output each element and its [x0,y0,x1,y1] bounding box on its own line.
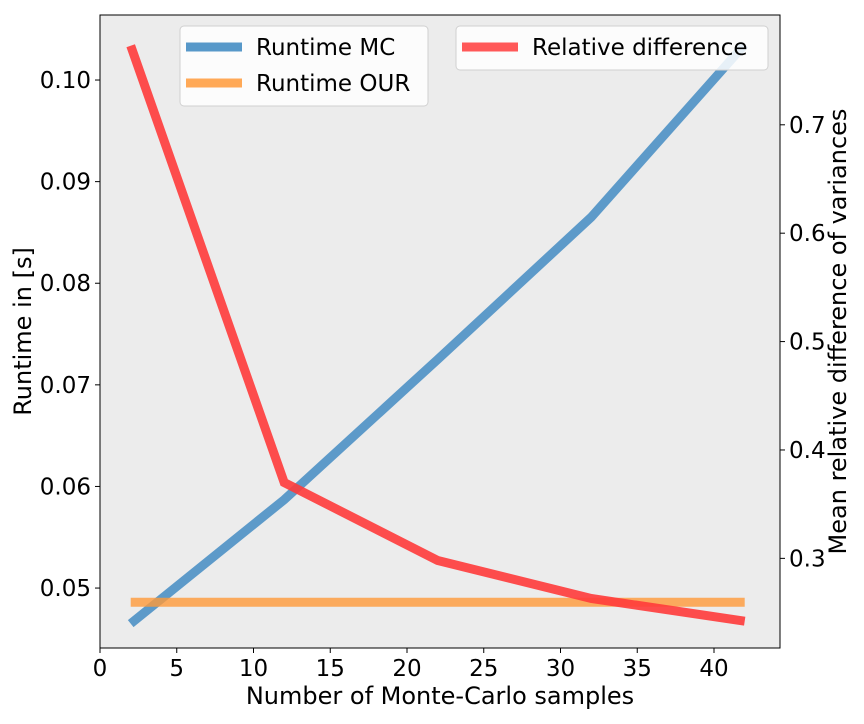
y2-tick-label-2: 0.5 [789,330,826,356]
legend-box-1 [455,25,769,71]
legend-layer: Runtime MC Runtime OUR Relative difference [179,25,769,107]
y-tick-label-1: 0.06 [40,474,91,500]
legend-label-1-0: Relative difference [532,35,748,61]
x-tick-label-6: 30 [546,656,575,682]
ticks-layer: 0 5 10 15 20 25 30 35 40 0.05 0.06 0.07 0.08 0.09 0.10… [40,68,826,682]
plot-frame [99,14,781,649]
y-tick-label-3: 0.08 [40,271,91,297]
x-tick-label-3: 15 [316,656,345,682]
y-tick-label-2: 0.07 [40,373,91,399]
y-tick-label-4: 0.09 [40,170,91,196]
series-line-0 [127,41,749,628]
y2-tick-label-3: 0.6 [789,221,826,247]
x-tick-label-1: 5 [169,656,184,682]
x-axis-label: Number of Monte-Carlo samples [246,682,634,710]
x-tick-label-2: 10 [239,656,268,682]
plot-area [100,15,780,648]
y2-tick-label-4: 0.7 [789,113,826,139]
y2-tick-label-0: 0.3 [789,546,826,572]
x-tick-label-4: 20 [392,656,421,682]
y-tick-label-5: 0.10 [40,68,91,94]
x-tick-label-8: 40 [699,656,728,682]
series-line-2 [126,44,746,626]
legend-label-0-1: Runtime OUR [256,71,410,97]
y2-tick-label-1: 0.4 [789,438,826,464]
x-tick-label-5: 25 [469,656,498,682]
x-tick-label-7: 35 [623,656,652,682]
series-layer [126,41,749,628]
y2-axis-label: Mean relative difference of variances [824,109,852,555]
x-tick-label-0: 0 [93,656,108,682]
legend-label-0-0: Runtime MC [256,35,395,61]
y-axis-label: Runtime in [s] [9,247,37,416]
y-tick-label-0: 0.05 [40,576,91,602]
